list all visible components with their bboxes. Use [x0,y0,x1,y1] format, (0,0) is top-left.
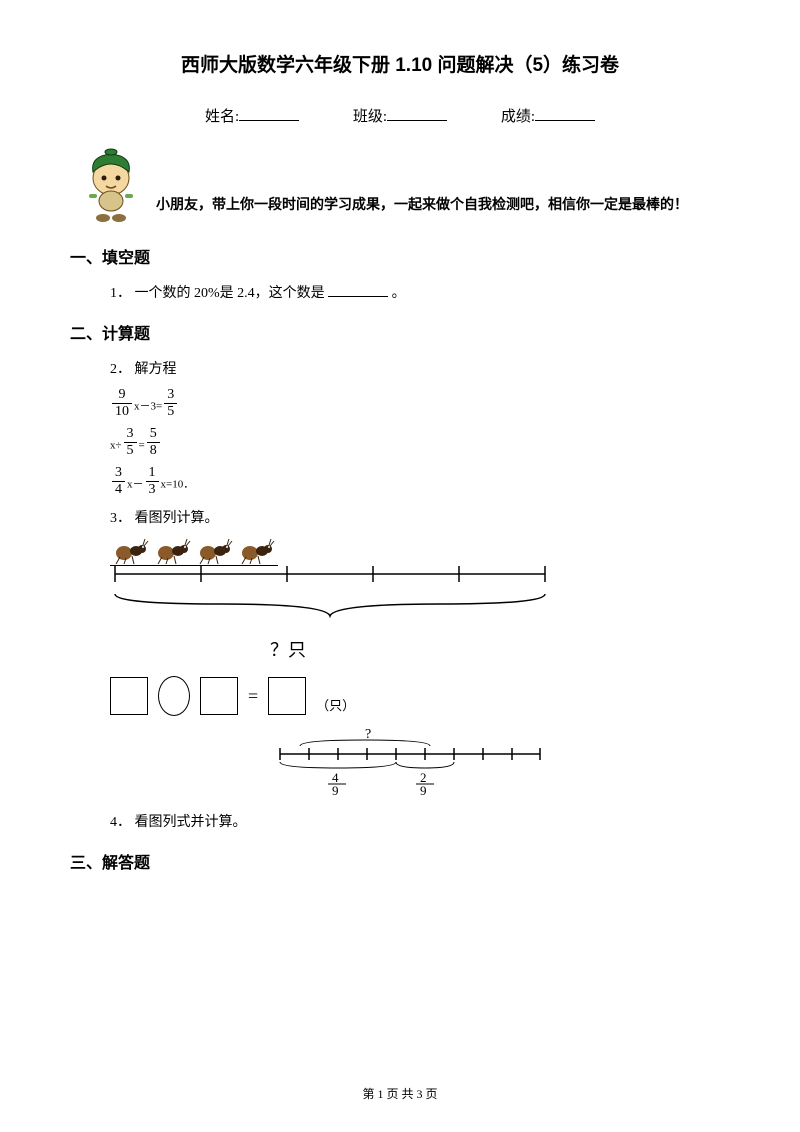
question-1: 1． 一个数的 20%是 2.4，这个数是 。 [110,282,730,302]
q1-text-a: 一个数的 20%是 2.4，这个数是 [135,286,325,301]
square-box[interactable] [268,677,306,715]
section-2-head: 二、计算题 [70,320,730,344]
name-label: 姓名: [205,109,239,125]
q4-num: 4． [110,815,131,830]
frac-d: 5 [164,404,177,419]
frac-d: 8 [147,443,160,458]
question-mark-label: ？只 [270,636,730,662]
equation-3: 34x－13x=10． [110,466,730,497]
question-4: 4． 看图列式并计算。 [110,811,730,831]
oval-box[interactable] [158,676,190,716]
frac-n: 5 [147,427,160,443]
mascot-icon [80,146,142,222]
score-label: 成绩: [501,109,535,125]
frac-n: 3 [164,388,177,404]
worksheet-title: 西师大版数学六年级下册 1.10 问题解决（5）练习卷 [70,50,730,77]
page-footer: 第 1 页 共 3 页 [0,1085,800,1102]
ant-icon [112,537,150,565]
ant-icon [154,537,192,565]
section-3-head: 三、解答题 [70,849,730,873]
q1-blank[interactable] [328,296,388,297]
bracket-diagram [110,566,550,626]
frac-n: 3 [124,427,137,443]
mascot-row: 小朋友，带上你一段时间的学习成果，一起来做个自我检测吧，相信你一定是最棒的！ [70,146,730,222]
equation-2: x÷35=58 [110,427,730,458]
numline-f2d: 9 [420,783,427,796]
eq3-mid1: x－ [127,479,144,491]
q2-text: 解方程 [135,362,177,377]
eq1-mid: x－3= [134,401,162,413]
question-2: 2． 解方程 [110,358,730,378]
q1-text-b: 。 [392,286,406,301]
student-info-line: 姓名: 班级: 成绩: [70,105,730,126]
q2-num: 2． [110,362,131,377]
question-3: 3． 看图列计算。 [110,507,730,527]
q4-text: 看图列式并计算。 [135,815,247,830]
frac-n: 1 [146,466,159,482]
unit-label: （只） [316,695,355,716]
number-line-diagram: ? 4 9 2 9 [270,726,730,801]
ants-diagram [110,537,730,626]
equals-sign: = [248,686,258,707]
frac-n: 9 [112,388,132,404]
numline-f1d: 9 [332,783,339,796]
eq3-mid2: x=10． [161,479,195,491]
name-blank[interactable] [239,120,299,121]
square-box[interactable] [200,677,238,715]
frac-d: 10 [112,404,132,419]
score-blank[interactable] [535,120,595,121]
frac-d: 5 [124,443,137,458]
shape-equation: = （只） [110,676,730,716]
q1-num: 1． [110,286,131,301]
equation-1: 910x－3=35 [110,388,730,419]
eq2-pre: x÷ [110,440,122,452]
ant-icon [196,537,234,565]
encourage-text: 小朋友，带上你一段时间的学习成果，一起来做个自我检测吧，相信你一定是最棒的！ [156,194,688,222]
eq2-mid: = [139,440,145,452]
square-box[interactable] [110,677,148,715]
q3-num: 3． [110,511,131,526]
section-1-head: 一、填空题 [70,244,730,268]
class-blank[interactable] [387,120,447,121]
frac-d: 4 [112,482,125,497]
frac-d: 3 [146,482,159,497]
q3-text: 看图列计算。 [135,511,219,526]
ant-icon [238,537,276,565]
frac-n: 3 [112,466,125,482]
class-label: 班级: [353,109,387,125]
